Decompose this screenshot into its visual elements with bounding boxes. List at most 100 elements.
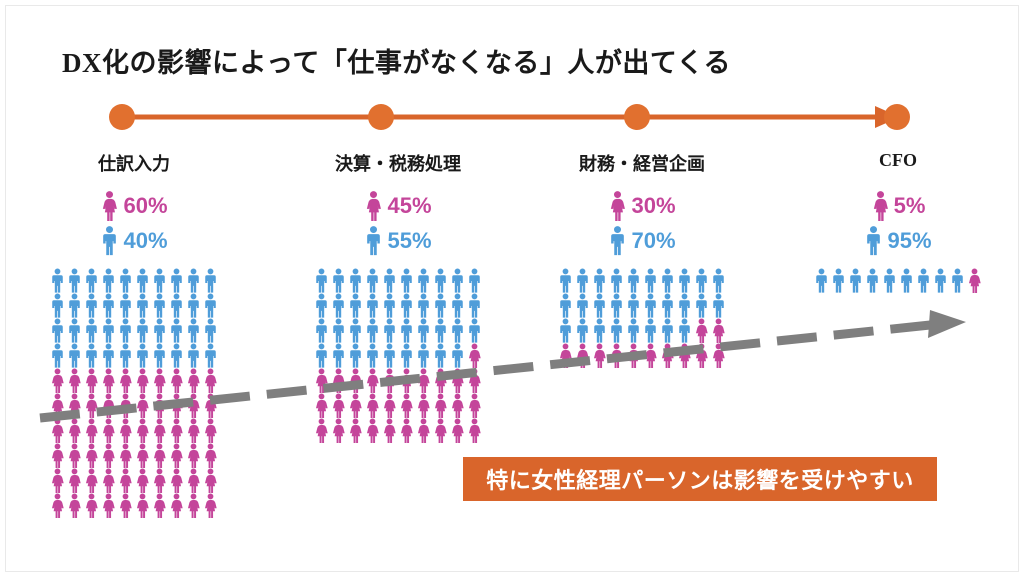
female-icon xyxy=(83,393,100,420)
female-icon xyxy=(381,368,398,395)
female-icon xyxy=(117,393,134,420)
female-icon xyxy=(449,393,466,420)
female-icon xyxy=(168,368,185,395)
female-icon xyxy=(202,493,219,520)
female-icon xyxy=(185,393,202,420)
female-icon xyxy=(168,443,185,470)
male-icon xyxy=(83,343,100,368)
male-icon xyxy=(202,343,219,368)
male-icon xyxy=(642,318,659,343)
male-icon xyxy=(415,343,432,368)
male-icon xyxy=(432,293,449,318)
female-icon xyxy=(66,393,83,420)
female-icon xyxy=(117,368,134,395)
male-icon xyxy=(642,293,659,318)
female-icon xyxy=(398,393,415,420)
female-icon xyxy=(432,393,449,420)
male-icon xyxy=(134,268,151,293)
female-icon xyxy=(330,418,347,445)
male-icon xyxy=(168,293,185,318)
male-icon xyxy=(381,268,398,293)
female-icon xyxy=(83,368,100,395)
male-icon xyxy=(347,318,364,343)
male-icon xyxy=(710,293,727,318)
male-icon xyxy=(100,268,117,293)
female-icon xyxy=(185,443,202,470)
male-icon xyxy=(364,293,381,318)
male-icon xyxy=(117,343,134,368)
female-icon xyxy=(117,468,134,495)
female-icon xyxy=(202,368,219,395)
female-icon xyxy=(398,368,415,395)
male-icon xyxy=(466,318,483,343)
male-icon xyxy=(557,293,574,318)
legend-row-female: 30% xyxy=(556,188,728,223)
legend-row-male: 95% xyxy=(812,223,984,258)
female-icon xyxy=(100,443,117,470)
male-icon xyxy=(134,343,151,368)
male-icon xyxy=(398,343,415,368)
female-icon xyxy=(364,368,381,395)
male-icon xyxy=(185,268,202,293)
male-icon xyxy=(83,293,100,318)
female-icon xyxy=(100,393,117,420)
male-icon xyxy=(117,318,134,343)
female-icon xyxy=(347,393,364,420)
female-icon xyxy=(642,343,659,370)
female-icon xyxy=(185,368,202,395)
female-icon xyxy=(347,418,364,445)
female-icon xyxy=(134,368,151,395)
percent-female-3: 30% xyxy=(631,192,676,218)
percent-female-2: 45% xyxy=(387,192,432,218)
female-icon xyxy=(432,368,449,395)
column-header-3: 財務・経営企画 xyxy=(579,154,705,174)
female-icon xyxy=(676,343,693,370)
legend-row-female: 45% xyxy=(312,188,484,223)
percent-female-4: 5% xyxy=(893,192,926,218)
male-icon xyxy=(898,268,915,293)
male-icon xyxy=(881,268,898,293)
male-icon xyxy=(591,318,608,343)
male-icon xyxy=(813,268,830,293)
female-icon xyxy=(100,190,119,223)
male-icon xyxy=(466,268,483,293)
male-icon xyxy=(415,318,432,343)
female-icon xyxy=(151,393,168,420)
female-icon xyxy=(202,443,219,470)
male-icon xyxy=(432,318,449,343)
female-icon xyxy=(710,343,727,370)
female-icon xyxy=(381,393,398,420)
male-icon xyxy=(625,293,642,318)
male-icon xyxy=(949,268,966,293)
male-icon xyxy=(313,318,330,343)
male-icon xyxy=(608,293,625,318)
male-icon xyxy=(847,268,864,293)
male-icon xyxy=(151,268,168,293)
male-icon xyxy=(364,268,381,293)
female-icon xyxy=(134,468,151,495)
female-icon xyxy=(347,368,364,395)
male-icon xyxy=(415,268,432,293)
male-icon xyxy=(151,343,168,368)
female-icon xyxy=(415,368,432,395)
male-icon xyxy=(659,293,676,318)
pictogram-grid-4 xyxy=(813,268,983,295)
female-icon xyxy=(330,393,347,420)
female-icon xyxy=(151,493,168,520)
female-icon xyxy=(49,468,66,495)
female-icon xyxy=(66,468,83,495)
male-icon xyxy=(676,293,693,318)
male-icon xyxy=(449,343,466,368)
page-title: DX化の影響によって「仕事がなくなる」人が出てくる xyxy=(62,48,731,78)
female-icon xyxy=(625,343,642,370)
female-icon xyxy=(66,493,83,520)
female-icon xyxy=(693,318,710,345)
female-icon xyxy=(66,418,83,445)
male-icon xyxy=(168,268,185,293)
male-icon xyxy=(381,293,398,318)
female-icon xyxy=(100,368,117,395)
male-icon xyxy=(151,293,168,318)
callout-banner: 特に女性経理パーソンは影響を受けやすい xyxy=(463,457,937,501)
male-icon xyxy=(381,343,398,368)
